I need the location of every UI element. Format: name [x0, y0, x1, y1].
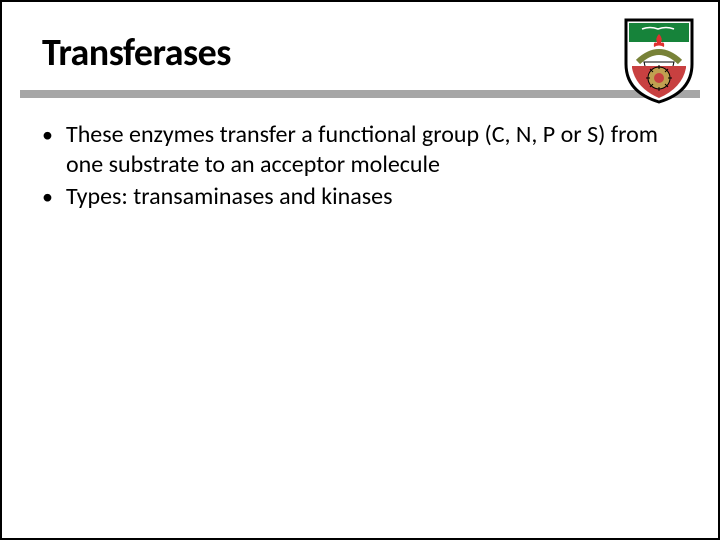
slide-container: Transferases • These enzymes transfer a … [0, 0, 720, 540]
bullet-text: These enzymes transfer a functional grou… [66, 120, 688, 180]
title-area: Transferases [2, 2, 718, 76]
bullet-text: Types: transaminases and kinases [66, 182, 392, 212]
title-divider [20, 90, 700, 98]
list-item: • Types: transaminases and kinases [42, 182, 688, 212]
bullet-marker: • [42, 182, 52, 212]
bullet-marker: • [42, 120, 52, 150]
university-logo [622, 14, 696, 104]
slide-title: Transferases [42, 30, 718, 76]
content-area: • These enzymes transfer a functional gr… [2, 98, 718, 212]
list-item: • These enzymes transfer a functional gr… [42, 120, 688, 180]
